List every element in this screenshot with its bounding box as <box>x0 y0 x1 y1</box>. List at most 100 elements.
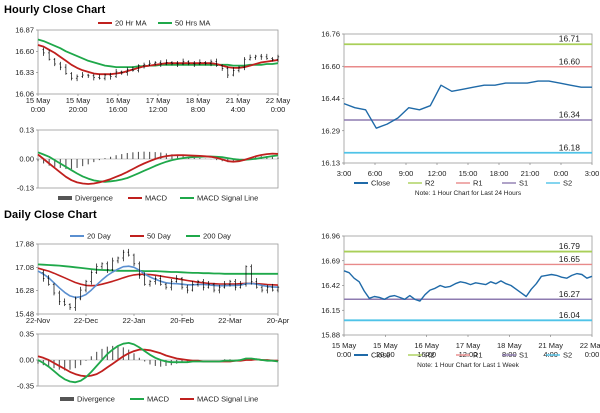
x-tick-label: 18:00 <box>490 169 509 178</box>
legend-label: 20 Hr MA <box>115 19 147 28</box>
x-tick-label: 16 May <box>414 341 439 350</box>
y-tick-label: 16.15 <box>321 306 340 315</box>
x-tick-label: 3:00 <box>337 169 352 178</box>
x-tick-label: 22 May <box>580 341 600 350</box>
x-tick-label: 3:00 <box>585 169 600 178</box>
y-tick-label: 16.44 <box>321 94 340 103</box>
level-value-s2: 16.18 <box>559 142 581 152</box>
y-tick-label: -0.35 <box>17 382 34 391</box>
legend-label: 50 Day <box>147 232 171 241</box>
x-tick-label: 20:00 <box>376 350 395 359</box>
x-tick-label: 21 May <box>226 96 251 105</box>
x-tick-label: 12:00 <box>149 105 168 114</box>
legend-label: Close <box>371 351 390 360</box>
signal-line <box>37 348 278 378</box>
y-tick-label: 16.29 <box>321 126 340 135</box>
plot-area <box>37 29 279 95</box>
level-value-r1: 16.60 <box>559 56 581 66</box>
y-tick-label: 16.60 <box>15 47 34 56</box>
ma-200-line <box>37 263 278 275</box>
y-tick-label: -0.13 <box>17 184 34 193</box>
level-value-r2: 16.71 <box>559 34 581 44</box>
daily-section-title: Daily Close Chart <box>4 209 97 221</box>
level-value-s1: 16.34 <box>559 110 581 120</box>
legend-label: S2 <box>563 179 572 188</box>
y-tick-label: 0.00 <box>19 356 34 365</box>
close-line <box>343 270 593 302</box>
close-line <box>343 80 592 129</box>
x-tick-label: 0:00 <box>585 350 600 359</box>
level-value-r2: 16.79 <box>559 241 581 251</box>
x-tick-label: 0:00 <box>554 169 569 178</box>
x-tick-label: 0:00 <box>337 350 352 359</box>
y-tick-label: 16.60 <box>321 62 340 71</box>
x-tick-label: 12:00 <box>428 169 447 178</box>
plot-area <box>37 243 279 315</box>
daily-macd-chart: 0.35 0.00 -0.35 Divergence MACD MACD Signal L… <box>0 328 285 413</box>
y-tick-label: 15.48 <box>15 310 34 319</box>
x-tick-label: 20-Apr <box>267 316 290 325</box>
ma-20-line <box>37 265 279 299</box>
x-tick-label: 6:00 <box>368 169 383 178</box>
x-tick-label: 16 May <box>106 96 131 105</box>
legend-label: 20 Day <box>87 232 111 241</box>
ma-50-line <box>37 38 279 68</box>
y-tick-label: 16.28 <box>15 286 34 295</box>
daily-price-chart: 17.88 17.08 16.28 15.48 22-Nov 22-Dec 22-Jan 20… <box>0 226 290 326</box>
x-tick-label: 15 May <box>373 341 398 350</box>
ma-50-line <box>37 267 279 287</box>
daily-levels-chart: 16.96 16.69 16.42 16.15 15.88 15 May 0:00 15 Ma… <box>310 224 600 413</box>
legend-label: Divergence <box>77 395 115 404</box>
x-tick-label: 22-Nov <box>26 316 50 325</box>
x-tick-label: 21 May <box>538 341 563 350</box>
y-tick-label: 16.69 <box>321 256 340 265</box>
x-tick-label: 15:00 <box>459 169 478 178</box>
y-tick-label: 0.13 <box>19 126 34 135</box>
x-tick-label: 18 May <box>497 341 522 350</box>
legend-label: 50 Hrs MA <box>175 19 210 28</box>
legend-label: S2 <box>563 351 572 360</box>
legend-label: MACD <box>147 395 170 404</box>
chart-note: Note: 1 Hour Chart for Last 1 Week <box>417 362 520 369</box>
legend-label: R2 <box>425 351 435 360</box>
legend-label: R2 <box>425 179 435 188</box>
legend-label: R1 <box>473 351 483 360</box>
legend-label: MACD Signal Line <box>197 194 258 203</box>
y-tick-label: 16.87 <box>15 26 34 35</box>
hourly-macd-chart: 0.13 0.00 -0.13 Divergence MACD MACD Signal L… <box>0 118 285 206</box>
x-tick-label: 17 May <box>456 341 481 350</box>
hourly-price-chart: 16.87 16.60 16.33 16.06 15 May 0:00 15 May 20:0… <box>0 18 290 118</box>
legend-label: S1 <box>519 351 528 360</box>
x-tick-label: 9:00 <box>399 169 414 178</box>
level-value-r1: 16.65 <box>559 254 581 264</box>
legend-label: 200 Day <box>203 232 231 241</box>
hourly-section-title: Hourly Close Chart <box>4 4 106 16</box>
y-tick-label: 16.13 <box>321 159 340 168</box>
y-tick-label: 17.88 <box>15 240 34 249</box>
signal-line <box>37 151 279 183</box>
y-tick-label: 0.35 <box>19 330 34 339</box>
y-tick-label: 16.76 <box>321 30 340 39</box>
x-tick-label: 0:00 <box>31 105 46 114</box>
legend-label: Divergence <box>75 194 113 203</box>
legend-label: R1 <box>473 179 483 188</box>
x-tick-label: 21:00 <box>521 169 540 178</box>
x-tick-label: 4:00 <box>231 105 246 114</box>
x-tick-label: 0:00 <box>271 105 286 114</box>
x-tick-label: 16:00 <box>109 105 128 114</box>
plot-area <box>343 33 593 164</box>
ma-20-line <box>37 44 279 76</box>
y-tick-label: 16.33 <box>15 68 34 77</box>
y-tick-label: 15.88 <box>321 331 340 340</box>
macd-line <box>37 341 279 384</box>
x-tick-label: 17 May <box>146 96 171 105</box>
legend-label: S1 <box>519 179 528 188</box>
y-tick-label: 0.00 <box>19 155 34 164</box>
x-tick-label: 22-Dec <box>74 316 98 325</box>
x-tick-label: 15 May <box>332 341 357 350</box>
x-tick-label: 20:00 <box>69 105 88 114</box>
legend-label: MACD Signal Line <box>197 395 258 404</box>
hourly-levels-chart: 16.76 16.60 16.44 16.29 16.13 3:00 6:00 9:00 12:… <box>310 22 600 208</box>
macd-line <box>37 152 279 185</box>
level-value-s2: 16.04 <box>559 310 581 320</box>
